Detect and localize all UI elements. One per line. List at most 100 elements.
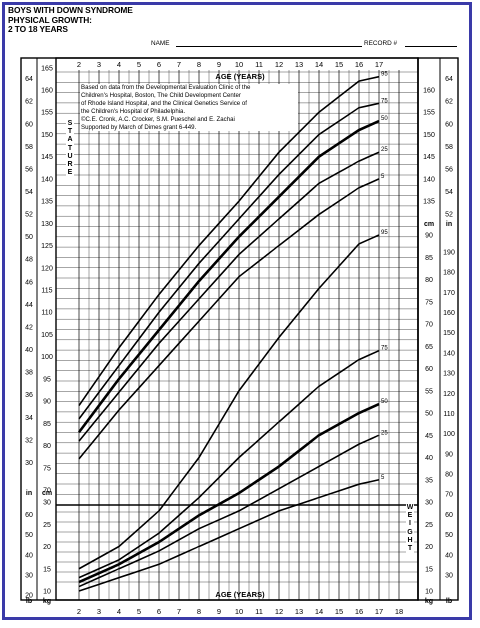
record-field-line[interactable] — [405, 46, 457, 47]
stature-cm-tick: 100 — [41, 354, 53, 361]
stature-cm-tick-right: 160 — [423, 88, 435, 95]
record-label: RECORD # — [364, 40, 398, 47]
stature-in-tick: 46 — [25, 279, 33, 286]
age-tick-bottom: 6 — [157, 607, 161, 616]
source-note-line-6: Supported by March of Dimes grant 6-449. — [81, 123, 197, 131]
age-tick-top: 17 — [375, 60, 383, 69]
title-line-3: 2 TO 18 YEARS — [8, 24, 68, 34]
weight-kg-tick-right: 90 — [425, 233, 433, 240]
weight-lb-tick-right: 30 — [445, 572, 453, 579]
age-tick-bottom: 17 — [375, 607, 383, 616]
weight-lb-tick-right: 120 — [443, 391, 455, 398]
stature-cm-tick: 105 — [41, 332, 53, 339]
stature-in-tick-right: 60 — [445, 121, 453, 128]
weight-lb-tick-right: 140 — [443, 350, 455, 357]
age-tick-bottom: 14 — [315, 607, 323, 616]
stature-cm-tick: 120 — [41, 265, 53, 272]
weight-kg-tick-right: 85 — [425, 255, 433, 262]
weight-curve-p25 — [78, 434, 380, 588]
weight-kg-tick-right: 35 — [425, 477, 433, 484]
stature-cm-tick: 140 — [41, 176, 53, 183]
title-line-2: PHYSICAL GROWTH: — [8, 14, 92, 25]
source-note-line-1: Based on data from the Developmental Eva… — [81, 84, 251, 91]
weight-kg-tick-right: 70 — [425, 322, 433, 329]
stature-cm-tick: 160 — [41, 88, 53, 95]
stature-in-tick: 40 — [25, 347, 33, 354]
stature-in-tick: 34 — [25, 415, 33, 422]
weight-kg-tick-right: 30 — [425, 500, 433, 507]
weight-kg-tick-right: 15 — [425, 566, 433, 573]
weight-lb-tick-right: 170 — [443, 290, 455, 297]
weight-lb-tick-right: 180 — [443, 270, 455, 277]
weight-lb-tick-right: 70 — [445, 492, 453, 499]
stature-in-tick: 54 — [25, 189, 33, 196]
weight-kg-tick-right: 65 — [425, 344, 433, 351]
age-tick-bottom: 12 — [275, 607, 283, 616]
weight-kg-tick-right: 25 — [425, 522, 433, 529]
stature-in-tick: 50 — [25, 234, 33, 241]
weight-lb-tick-right: 160 — [443, 310, 455, 317]
stature-in-tick: 64 — [25, 76, 33, 83]
stature-in-tick: 62 — [25, 99, 33, 106]
age-tick-top: 12 — [275, 60, 283, 69]
title-line-1: BOYS WITH DOWN SYNDROME — [8, 5, 133, 15]
weight-lb-tick-left: 30 — [25, 572, 33, 579]
weight-kg-tick-left: 10 — [43, 589, 51, 596]
age-tick-bottom: 15 — [335, 607, 343, 616]
unit-lb-left: lb — [26, 598, 32, 605]
age-tick-bottom: 13 — [295, 607, 303, 616]
weight-lb-tick-right: 150 — [443, 330, 455, 337]
stature-curve-p75 — [78, 102, 380, 420]
weight-kg-tick-right: 50 — [425, 411, 433, 418]
stature-cm-tick: 90 — [43, 399, 51, 406]
age-tick-top: 10 — [235, 60, 243, 69]
stature-cm-tick: 85 — [43, 421, 51, 428]
source-note-line-4: the Children's Hospital of Philadelphia. — [81, 107, 186, 115]
unit-kg-left: kg — [43, 598, 51, 605]
stature-cm-tick: 165 — [41, 65, 53, 72]
weight-lb-tick-left: 40 — [25, 552, 33, 559]
unit-cm-right: cm — [424, 221, 434, 228]
stature-in-tick: 60 — [25, 121, 33, 128]
unit-cm-left: cm — [42, 490, 52, 497]
stature-in-tick: 30 — [25, 460, 33, 467]
x-axis-title-top: AGE (YEARS) — [215, 72, 265, 81]
age-tick-bottom: 9 — [217, 607, 221, 616]
source-note-line-2: Children's Hospital, Boston, The Child D… — [81, 91, 241, 99]
stature-curve-p50 — [77, 119, 380, 434]
age-tick-top: 16 — [355, 60, 363, 69]
weight-curve-p50 — [78, 402, 380, 584]
stature-in-tick: 42 — [25, 324, 33, 331]
weight-kg-tick-left: 30 — [43, 500, 51, 507]
stature-in-tick: 48 — [25, 257, 33, 264]
age-tick-top: 8 — [197, 60, 201, 69]
stature-label-p5: 5 — [381, 174, 385, 180]
weight-kg-tick-right: 20 — [425, 544, 433, 551]
stature-in-tick-right: 52 — [445, 212, 453, 219]
stature-in-tick: 32 — [25, 437, 33, 444]
stature-in-tick-right: 64 — [445, 76, 453, 83]
age-tick-top: 14 — [315, 60, 323, 69]
weight-kg-tick-left: 20 — [43, 544, 51, 551]
weight-lb-tick-right: 50 — [445, 532, 453, 539]
age-tick-top: 5 — [137, 60, 141, 69]
weight-kg-tick-left: 15 — [43, 566, 51, 573]
weight-label-p50: 50 — [381, 399, 388, 405]
stature-cm-tick: 150 — [41, 132, 53, 139]
weight-lb-tick-left: 60 — [25, 512, 33, 519]
stature-in-tick: 44 — [25, 302, 33, 309]
source-note-line-5: ©C.E. Cronk, A.C. Crocker, S.M. Pueschel… — [81, 115, 235, 123]
stature-in-tick-right: 58 — [445, 144, 453, 151]
age-tick-bottom: 11 — [255, 607, 263, 616]
stature-cm-tick: 70 — [43, 488, 51, 495]
stature-cm-tick-right: 145 — [423, 154, 435, 161]
age-tick-top: 11 — [255, 60, 263, 69]
stature-in-tick: 56 — [25, 166, 33, 173]
weight-lb-tick-right: 130 — [443, 371, 455, 378]
name-label: NAME — [151, 40, 170, 47]
name-field-line[interactable] — [176, 46, 362, 47]
stature-cm-tick: 75 — [43, 465, 51, 472]
stature-in-tick: 36 — [25, 392, 33, 399]
